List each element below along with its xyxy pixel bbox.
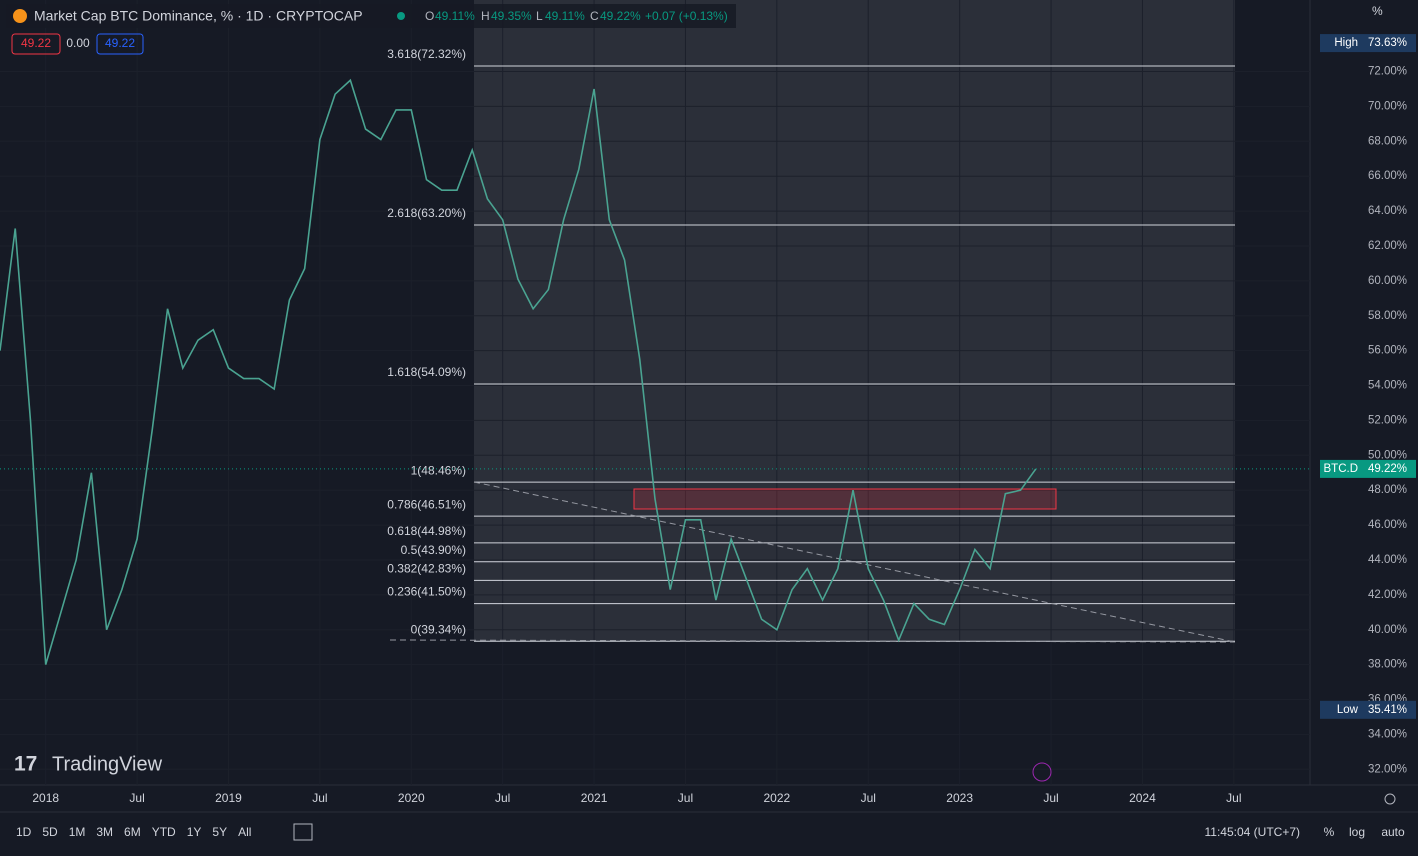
fib-label: 0(39.34%) xyxy=(411,622,466,636)
x-tick-label: Jul xyxy=(1226,791,1241,805)
logo: TradingView xyxy=(52,753,163,775)
scale-btn[interactable]: % xyxy=(1324,825,1335,839)
fib-area xyxy=(474,0,1235,642)
x-tick-label: 2023 xyxy=(946,791,973,805)
marker-name: BTC.D xyxy=(1324,463,1359,475)
y-tick-label: 60.00% xyxy=(1368,275,1407,287)
legend-bg xyxy=(6,4,736,28)
fib-label: 1.618(54.09%) xyxy=(387,365,466,379)
y-tick-label: 54.00% xyxy=(1368,380,1407,392)
status-dot xyxy=(397,12,405,20)
fib-label: 0.382(42.83%) xyxy=(387,562,466,576)
x-tick-label: 2020 xyxy=(398,791,425,805)
y-tick-label: 50.00% xyxy=(1368,449,1407,461)
ohlc-value: 49.11% xyxy=(545,9,585,23)
box-text: 49.22 xyxy=(105,36,135,50)
y-tick-label: 40.00% xyxy=(1368,624,1407,636)
ohlc-label: O xyxy=(425,9,434,23)
ohlc-label: C xyxy=(590,9,599,23)
plot: 3.618(72.32%) 2.618(63.20%) 1.618(54.09%) 1… xyxy=(0,0,1310,665)
x-tick-label: Jul xyxy=(129,791,144,805)
y-tick-label: 66.00% xyxy=(1368,170,1407,182)
marker-bg xyxy=(1320,700,1416,719)
fib-label: 3.618(72.32%) xyxy=(387,47,466,61)
unit: % xyxy=(1372,4,1383,18)
ohlc-value: 49.35% xyxy=(491,9,532,23)
y-tick-label: 46.00% xyxy=(1368,519,1407,531)
y-tick-label: 64.00% xyxy=(1368,205,1407,217)
ohlc-label: H xyxy=(481,9,490,23)
marker-value: 73.63% xyxy=(1368,37,1407,49)
zone xyxy=(633,488,1057,510)
settings-icon[interactable] xyxy=(1384,793,1396,805)
fib-label: 1(48.46%) xyxy=(411,463,466,477)
y-tick-label: 52.00% xyxy=(1368,414,1407,426)
y-tick-label: 56.00% xyxy=(1368,345,1407,357)
y-tick-label: 58.00% xyxy=(1368,310,1407,322)
range-btn[interactable]: 6M xyxy=(124,825,141,839)
range-btn[interactable]: 1M xyxy=(69,825,86,839)
y-tick-label: 72.00% xyxy=(1368,66,1407,78)
ohlc-label: L xyxy=(536,9,543,23)
y-tick-label: 44.00% xyxy=(1368,554,1407,566)
y-tick-label: 70.00% xyxy=(1368,100,1407,112)
change: +0.07 (+0.13%) xyxy=(645,9,728,23)
range-btn[interactable]: 3M xyxy=(96,825,113,839)
range-btn[interactable]: All xyxy=(238,825,251,839)
price-line xyxy=(0,78,1037,665)
date-range-icon[interactable] xyxy=(293,823,313,841)
range-btn[interactable]: 5Y xyxy=(212,825,227,839)
x-tick-label: 2022 xyxy=(764,791,791,805)
box[interactable] xyxy=(96,33,144,55)
clock: 11:45:04 (UTC+7) xyxy=(1205,825,1301,839)
box-text: 0.00 xyxy=(66,36,90,50)
marker-name: High xyxy=(1334,37,1358,49)
box[interactable] xyxy=(11,33,61,55)
x-tick-label: 2018 xyxy=(32,791,59,805)
marker-name: Low xyxy=(1337,704,1359,716)
fib-label: 0.618(44.98%) xyxy=(387,524,466,538)
event-icon[interactable] xyxy=(1032,762,1052,782)
logo-mark: 17 xyxy=(14,753,37,776)
y-tick-label: 34.00% xyxy=(1368,728,1407,740)
ohlc-value: 49.11% xyxy=(435,9,475,23)
fib-label: 0.5(43.90%) xyxy=(401,543,466,557)
x-tick-label: Jul xyxy=(861,791,876,805)
ohlc-value: 49.22% xyxy=(600,9,641,23)
marker-bg xyxy=(1320,459,1416,478)
range-btn[interactable]: 1Y xyxy=(187,825,202,839)
range-btn[interactable]: YTD xyxy=(152,825,176,839)
range-btn[interactable]: 1D xyxy=(16,825,32,839)
fib-label: 0.236(41.50%) xyxy=(387,585,466,599)
trend-line xyxy=(389,639,1236,643)
marker-value: 49.22% xyxy=(1368,463,1407,475)
marker-value: 35.41% xyxy=(1368,704,1407,716)
y-tick-label: 32.00% xyxy=(1368,763,1407,775)
fib-label: 2.618(63.20%) xyxy=(387,206,466,220)
x-tick-label: Jul xyxy=(1043,791,1058,805)
y-tick-label: 48.00% xyxy=(1368,484,1407,496)
symbol: Market Cap BTC Dominance, % · 1D · CRYPT… xyxy=(34,8,363,24)
x-tick-label: Jul xyxy=(678,791,693,805)
y-tick-label: 42.00% xyxy=(1368,589,1407,601)
fib-label: 0.786(46.51%) xyxy=(387,497,466,511)
range-btn[interactable]: 5D xyxy=(42,825,58,839)
toolbar: 1D 5D 1M 3M 6M YTD 1Y 5Y All xyxy=(16,825,251,839)
x-tick-label: 2024 xyxy=(1129,791,1156,805)
y-tick-label: 62.00% xyxy=(1368,240,1407,252)
x-tick-label: 2019 xyxy=(215,791,242,805)
btc-icon xyxy=(13,9,27,23)
x-tick-label: Jul xyxy=(312,791,327,805)
scale-btn[interactable]: log xyxy=(1349,825,1365,839)
x-tick-label: 2021 xyxy=(581,791,608,805)
x-tick-label: Jul xyxy=(495,791,510,805)
y-tick-label: 38.00% xyxy=(1368,659,1407,671)
marker-bg xyxy=(1320,34,1416,53)
box-text: 49.22 xyxy=(21,36,51,50)
y-tick-label: 68.00% xyxy=(1368,135,1407,147)
scale-btn[interactable]: auto xyxy=(1381,825,1405,839)
